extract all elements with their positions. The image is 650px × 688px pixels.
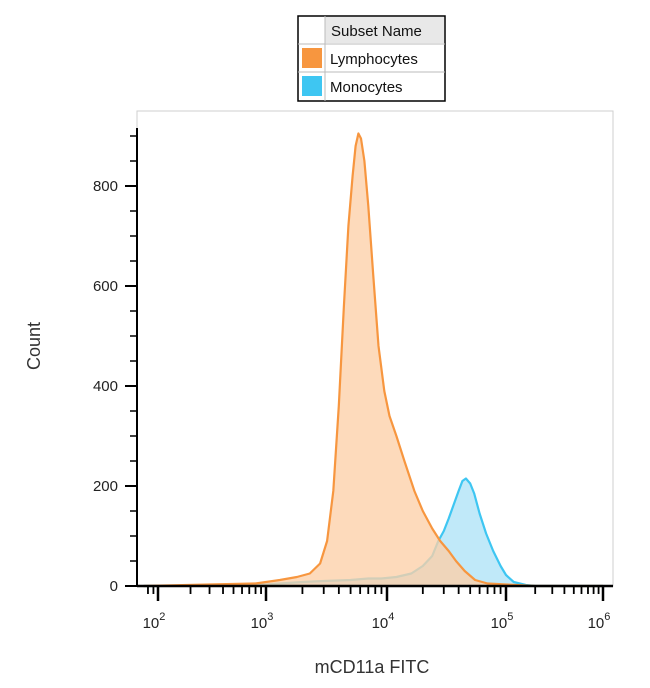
legend-swatch-monocytes <box>302 76 322 96</box>
series-layer <box>143 132 603 588</box>
y-tick-label: 0 <box>110 578 118 595</box>
y-tick-label: 600 <box>93 278 118 295</box>
y-tick-label: 400 <box>93 378 118 395</box>
x-tick-label: 102 <box>143 611 166 632</box>
x-axis: 102 103 104 105 106 <box>143 586 611 632</box>
y-tick-label: 800 <box>93 178 118 195</box>
y-axis-title: Count <box>24 322 44 370</box>
legend-header: Subset Name <box>331 23 422 40</box>
legend-label-monocytes: Monocytes <box>330 79 403 96</box>
x-tick-label: 103 <box>251 611 274 632</box>
series-line-lymphocytes <box>143 132 603 588</box>
x-tick-label: 105 <box>491 611 514 632</box>
series-area-monocytes <box>143 478 603 586</box>
y-axis: 0 200 400 600 800 <box>93 135 137 595</box>
legend-header-bg <box>325 17 444 43</box>
x-tick-label: 106 <box>588 611 611 632</box>
legend-swatch-lymphocytes <box>302 48 322 68</box>
y-tick-label: 200 <box>93 478 118 495</box>
legend-label-lymphocytes: Lymphocytes <box>330 51 418 68</box>
x-tick-label: 104 <box>372 611 395 632</box>
x-axis-title: mCD11a FITC <box>315 657 430 677</box>
legend: Subset Name Lymphocytes Monocytes <box>297 15 446 102</box>
series-area-lymphocytes <box>143 133 603 586</box>
